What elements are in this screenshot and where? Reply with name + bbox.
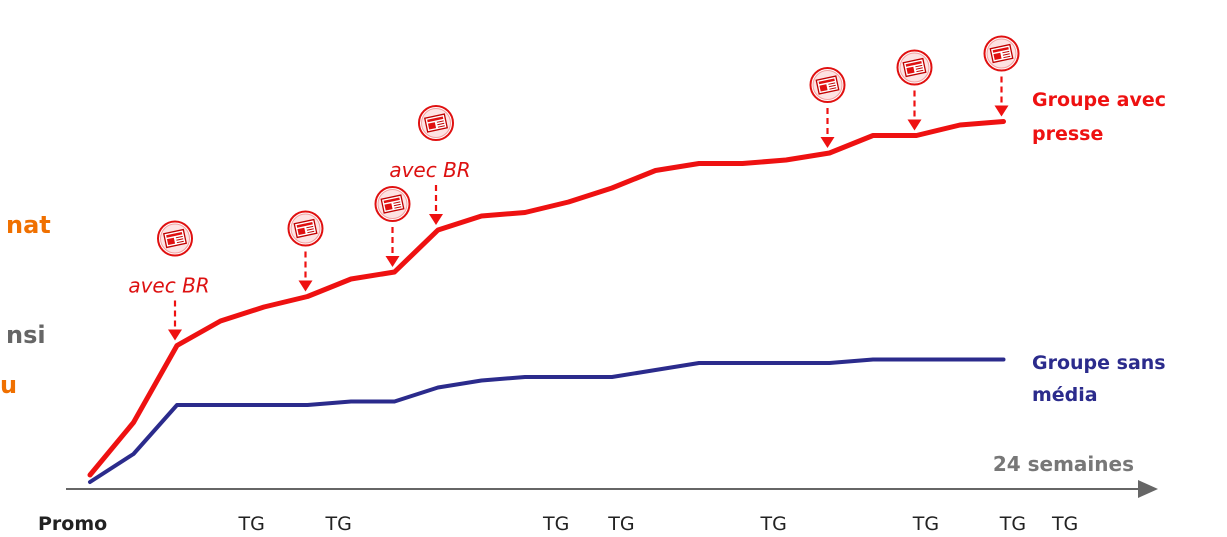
x-axis-title: 24 semaines	[993, 452, 1134, 476]
press-event-5	[896, 49, 933, 131]
x-tick-label-1: TG	[238, 513, 265, 535]
x-tick-label-5: TG	[760, 513, 787, 535]
press-event-3: avec BR	[389, 105, 471, 225]
newspaper-icon	[374, 186, 411, 222]
press-event-arrowhead	[429, 214, 443, 225]
press-event-0: avec BR	[128, 220, 210, 341]
line-groupe-sans-media	[88, 357, 1006, 484]
press-event-arrowhead	[385, 256, 400, 267]
press-event-arrowhead	[994, 105, 1009, 117]
press-event-arrowhead	[820, 137, 835, 148]
series-lines	[87, 119, 1006, 484]
left-text-fragment-2: nsi	[6, 321, 46, 349]
press-event-2	[374, 186, 411, 267]
series-label-nomedia-line1: Groupe sans	[1032, 352, 1166, 374]
left-text-fragment-1: nat	[6, 211, 51, 239]
annotation-avec-br: avec BR	[389, 158, 470, 182]
press-event-arrowhead	[907, 119, 922, 131]
press-event-6	[983, 35, 1020, 117]
x-tick-label-3: TG	[542, 513, 569, 535]
series-label-nomedia-line2: média	[1032, 384, 1098, 406]
x-tick-label-4: TG	[607, 513, 634, 535]
annotation-avec-br: avec BR	[128, 274, 209, 298]
press-event-4	[809, 67, 846, 148]
x-tick-label-2: TG	[325, 513, 352, 535]
left-text-fragment-3: u	[0, 371, 18, 399]
newspaper-icon	[896, 49, 933, 86]
newspaper-icon	[287, 210, 324, 247]
press-event-arrowhead	[298, 280, 313, 292]
newspaper-icon	[983, 35, 1020, 72]
x-axis-arrow	[1138, 480, 1158, 498]
newspaper-icon	[809, 67, 846, 103]
series-label-press-line2: presse	[1032, 123, 1103, 145]
series-label-press-line1: Groupe avec	[1032, 89, 1166, 111]
line-groupe-avec-presse	[87, 119, 1006, 478]
press-event-arrowhead	[168, 329, 182, 341]
x-tick-label-8: TG	[1051, 513, 1078, 535]
press-events: avec BR avec BR	[128, 35, 1020, 341]
x-tick-label-0: Promo	[38, 513, 107, 535]
x-tick-label-6: TG	[912, 513, 939, 535]
newspaper-icon	[157, 220, 193, 257]
x-tick-labels: Promo TG TG TG TG TG TG TG TG	[38, 513, 1078, 535]
newspaper-icon	[418, 105, 454, 141]
press-event-1	[287, 210, 324, 292]
x-tick-label-7: TG	[999, 513, 1026, 535]
